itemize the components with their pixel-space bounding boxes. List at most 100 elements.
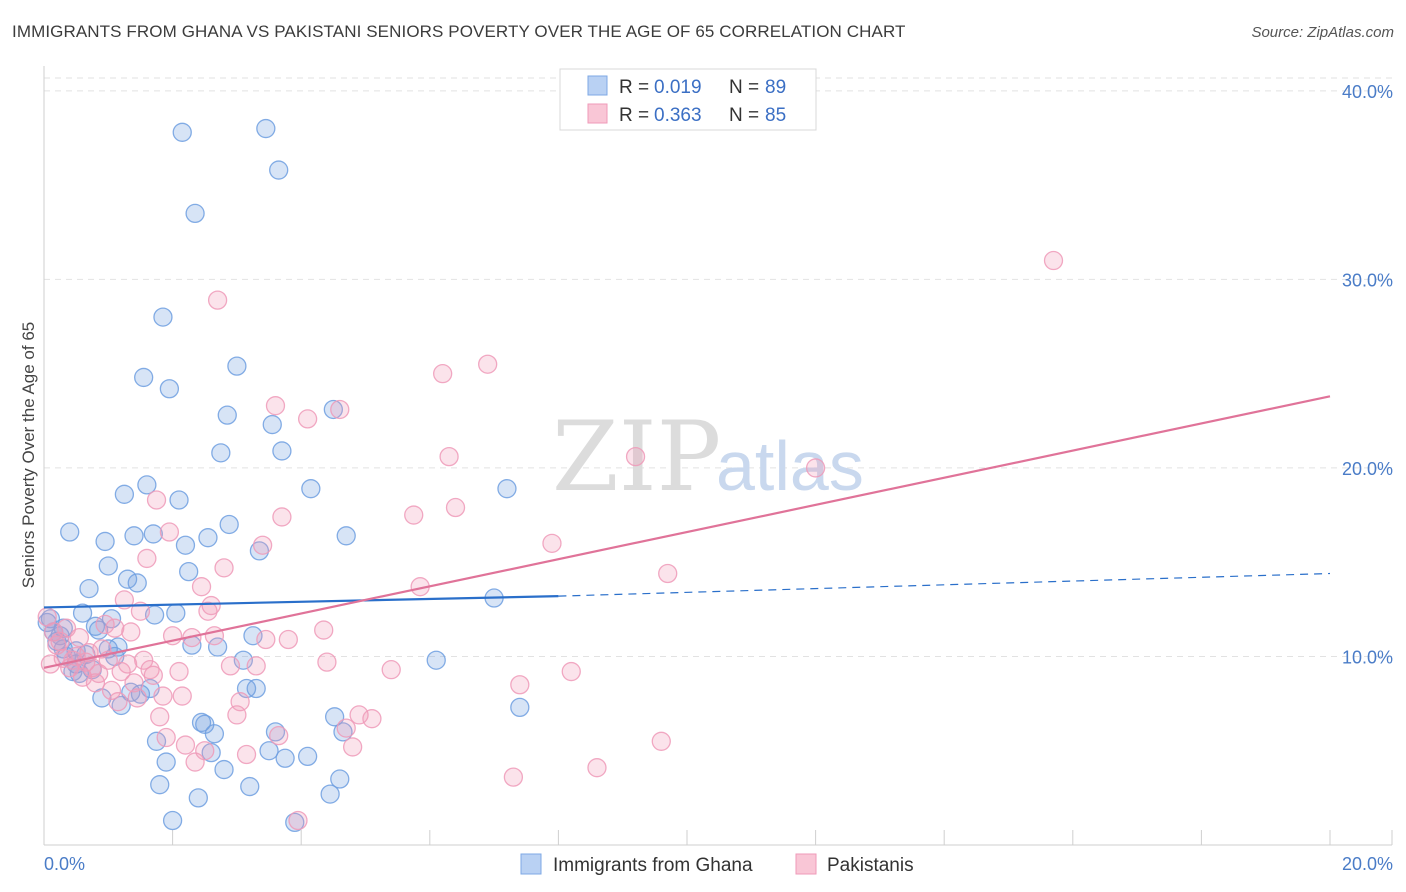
- pakistani-point: [587, 758, 607, 778]
- ghana-point: [262, 414, 282, 435]
- pakistani-point: [236, 744, 257, 765]
- series-pakistani-points: [37, 250, 1064, 831]
- ghana-point: [426, 650, 446, 670]
- ghana-point: [240, 776, 260, 797]
- ghana-point: [211, 443, 231, 463]
- pakistani-point: [146, 490, 167, 510]
- ghana-point: [285, 812, 305, 833]
- ghana-point: [72, 603, 93, 623]
- pakistani-point: [159, 522, 180, 542]
- ghana-point: [497, 479, 517, 499]
- pakistani-point: [651, 731, 671, 751]
- pakistani-point: [478, 354, 498, 374]
- pakistani-point: [362, 709, 382, 729]
- ghana-point: [114, 484, 135, 504]
- pakistani-point: [137, 548, 157, 569]
- pakistani-point: [153, 686, 173, 706]
- ghana-point: [166, 603, 186, 623]
- ghana-point: [185, 203, 205, 224]
- stats-legend: R = 0.019 N = 89 R = 0.363 N = 85: [559, 68, 817, 131]
- ghana-point: [330, 769, 350, 789]
- ghana-point: [127, 573, 147, 593]
- pakistani-point: [625, 446, 646, 467]
- pakistani-point: [220, 656, 241, 676]
- ghana-point: [188, 788, 208, 808]
- pakistani-point: [542, 533, 562, 553]
- ghana-point: [175, 535, 196, 555]
- pakistani-point: [439, 446, 459, 467]
- bottom-legend-swatch-ghana: [520, 853, 542, 875]
- pakistani-point: [336, 718, 356, 738]
- ghana-point: [146, 731, 167, 751]
- ghana-point: [159, 379, 180, 399]
- pakistani-point: [433, 364, 453, 384]
- legend-r-label-pakistani: R =: [619, 105, 649, 126]
- bottom-legend-ghana: Immigrants from Ghana: [553, 855, 753, 876]
- ghana-point: [269, 160, 289, 180]
- watermark: ZIP atlas: [552, 401, 864, 513]
- legend-r-label-ghana: R =: [619, 77, 649, 98]
- pakistani-point: [89, 663, 109, 684]
- ghana-point: [324, 707, 345, 727]
- pakistani-point: [314, 620, 334, 640]
- ghana-point: [98, 556, 118, 576]
- pakistani-point: [127, 688, 147, 708]
- ghana-point: [169, 490, 189, 510]
- watermark-atlas: atlas: [716, 427, 864, 505]
- pakistani-point: [92, 639, 112, 659]
- pakistani-point: [317, 652, 337, 672]
- pakistani-point: [445, 497, 466, 518]
- legend-n-label-ghana: N =: [729, 77, 759, 98]
- pakistani-point: [175, 735, 196, 755]
- ghana-trend-line-extended: [558, 572, 1331, 597]
- ghana-point: [297, 746, 318, 767]
- legend-n-value-pakistani: 85: [765, 105, 786, 126]
- series-legend: Immigrants from Ghana Pakistanis: [520, 853, 914, 876]
- ghana-point: [124, 526, 144, 546]
- pakistani-point: [69, 627, 90, 648]
- pakistani-point: [265, 396, 286, 416]
- series-ghana-points: [37, 118, 530, 833]
- y-axis-label: Seniors Poverty Over the Age of 65: [19, 322, 38, 588]
- ghana-point: [249, 541, 270, 561]
- pakistani-point: [121, 622, 141, 642]
- tick-labels: 10.0% 20.0% 30.0% 40.0% 0.0% 20.0%: [44, 82, 1393, 874]
- pakistani-point: [256, 629, 276, 650]
- watermark-zip: ZIP: [552, 401, 721, 513]
- ghana-point: [256, 118, 276, 139]
- pakistani-point: [510, 675, 530, 695]
- ghana-point: [259, 741, 279, 761]
- pakistani-point: [805, 458, 826, 478]
- ghana-point: [275, 748, 295, 768]
- ghana-point: [217, 405, 237, 425]
- ghana-point: [156, 752, 176, 772]
- ghana-point: [272, 441, 292, 461]
- ghana-point: [150, 775, 170, 795]
- pakistani-trend-line: [43, 395, 1331, 669]
- ghana-point: [198, 528, 218, 548]
- pakistani-point: [503, 767, 524, 787]
- pakistani-point: [114, 590, 135, 610]
- pakistani-point: [108, 692, 128, 712]
- ghana-trend-line: [43, 595, 559, 609]
- ghana-point: [134, 367, 154, 388]
- pakistani-point: [130, 601, 151, 621]
- pakistani-point: [288, 810, 308, 831]
- x-tick-label-start: 0.0%: [44, 854, 85, 874]
- pakistani-point: [101, 680, 122, 701]
- ghana-point: [95, 531, 115, 552]
- pakistani-point: [150, 707, 170, 727]
- ghana-point: [510, 697, 530, 718]
- ghana-point: [219, 514, 239, 535]
- pakistani-point: [195, 741, 215, 761]
- pakistani-point: [105, 618, 125, 638]
- pakistani-point: [143, 665, 163, 685]
- axes: [43, 66, 1393, 846]
- legend-r-value-ghana: 0.019: [654, 77, 702, 98]
- pakistani-point: [214, 558, 234, 578]
- pakistani-point: [124, 673, 144, 693]
- pakistani-point: [252, 535, 273, 555]
- ghana-point: [214, 759, 234, 780]
- pakistani-point: [278, 629, 298, 650]
